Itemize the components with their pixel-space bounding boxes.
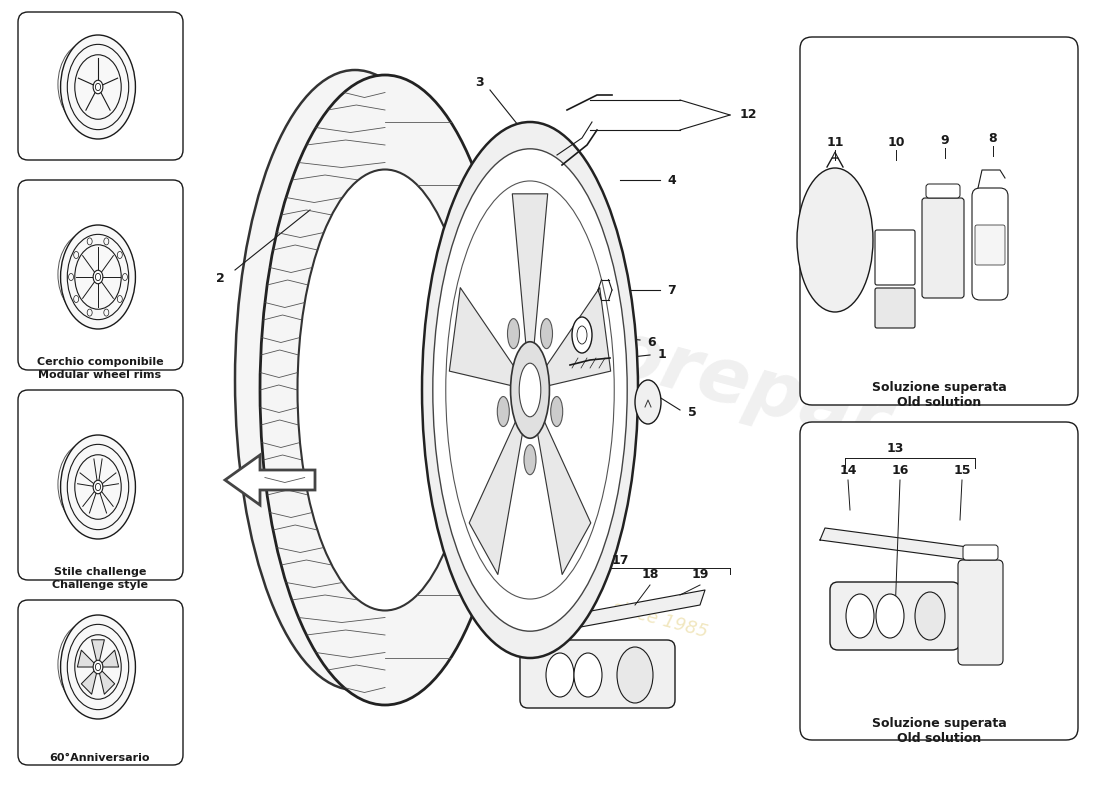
Polygon shape	[450, 288, 515, 386]
Ellipse shape	[546, 653, 574, 697]
FancyBboxPatch shape	[520, 640, 675, 708]
Polygon shape	[77, 650, 95, 667]
Text: 3: 3	[475, 75, 484, 89]
FancyBboxPatch shape	[874, 288, 915, 328]
Text: 8: 8	[989, 131, 998, 145]
FancyBboxPatch shape	[800, 422, 1078, 740]
FancyBboxPatch shape	[830, 582, 960, 650]
FancyBboxPatch shape	[922, 198, 964, 298]
Text: Old solution: Old solution	[896, 395, 981, 409]
Polygon shape	[820, 528, 975, 560]
Ellipse shape	[617, 647, 653, 703]
Text: Soluzione superata: Soluzione superata	[871, 718, 1006, 730]
Text: 19: 19	[691, 569, 708, 582]
Ellipse shape	[497, 397, 509, 426]
Polygon shape	[99, 670, 114, 694]
Text: 18: 18	[641, 569, 659, 582]
Polygon shape	[544, 288, 610, 386]
Text: 12: 12	[739, 109, 757, 122]
Polygon shape	[510, 590, 705, 640]
Text: Cerchio componibile: Cerchio componibile	[36, 357, 163, 367]
Polygon shape	[537, 418, 591, 574]
Text: 16: 16	[891, 463, 909, 477]
Text: 6: 6	[648, 335, 657, 349]
Ellipse shape	[297, 170, 473, 610]
Text: 17: 17	[612, 554, 629, 566]
Text: 1: 1	[658, 349, 667, 362]
Ellipse shape	[510, 342, 549, 438]
FancyBboxPatch shape	[972, 188, 1008, 300]
Ellipse shape	[846, 594, 874, 638]
Text: Soluzione superata: Soluzione superata	[871, 382, 1006, 394]
Ellipse shape	[94, 660, 103, 674]
Text: 11: 11	[826, 135, 844, 149]
FancyBboxPatch shape	[18, 12, 183, 160]
Ellipse shape	[524, 445, 536, 474]
Ellipse shape	[94, 270, 103, 284]
Text: Challenge style: Challenge style	[52, 580, 148, 590]
Ellipse shape	[540, 318, 552, 349]
Ellipse shape	[798, 168, 873, 312]
Ellipse shape	[60, 435, 135, 539]
FancyBboxPatch shape	[800, 37, 1078, 405]
Text: a passion fo: a passion fo	[469, 440, 612, 500]
Text: Stile challenge: Stile challenge	[54, 567, 146, 577]
FancyBboxPatch shape	[958, 560, 1003, 665]
Text: 4: 4	[668, 174, 676, 186]
Text: 5: 5	[688, 406, 696, 418]
Text: 15: 15	[954, 463, 970, 477]
Ellipse shape	[60, 225, 135, 329]
Ellipse shape	[268, 157, 441, 603]
Ellipse shape	[235, 70, 475, 690]
Text: 7: 7	[668, 283, 676, 297]
Ellipse shape	[876, 594, 904, 638]
Text: Old solution: Old solution	[896, 731, 981, 745]
Ellipse shape	[432, 149, 627, 631]
Ellipse shape	[551, 397, 563, 426]
Text: 13: 13	[887, 442, 904, 454]
Ellipse shape	[260, 75, 510, 705]
Text: 60°Anniversario: 60°Anniversario	[50, 753, 151, 763]
Ellipse shape	[519, 363, 541, 417]
Ellipse shape	[94, 80, 103, 94]
Polygon shape	[513, 194, 548, 348]
Ellipse shape	[915, 592, 945, 640]
Polygon shape	[470, 418, 524, 574]
FancyBboxPatch shape	[962, 545, 998, 560]
FancyBboxPatch shape	[18, 180, 183, 370]
Ellipse shape	[635, 380, 661, 424]
FancyBboxPatch shape	[18, 600, 183, 765]
Text: 9: 9	[940, 134, 949, 146]
FancyBboxPatch shape	[874, 230, 915, 285]
Ellipse shape	[94, 480, 103, 494]
Polygon shape	[101, 650, 119, 667]
Ellipse shape	[572, 317, 592, 353]
FancyBboxPatch shape	[975, 225, 1005, 265]
Text: eurorepar: eurorepar	[463, 278, 896, 462]
FancyBboxPatch shape	[926, 184, 960, 198]
Text: since 1985: since 1985	[610, 598, 710, 642]
Polygon shape	[226, 455, 315, 505]
Polygon shape	[81, 670, 97, 694]
Ellipse shape	[422, 122, 638, 658]
Text: Modular wheel rims: Modular wheel rims	[39, 370, 162, 380]
Ellipse shape	[60, 615, 135, 719]
Ellipse shape	[574, 653, 602, 697]
Text: 14: 14	[839, 463, 857, 477]
Ellipse shape	[60, 35, 135, 139]
FancyBboxPatch shape	[18, 390, 183, 580]
Polygon shape	[91, 640, 104, 662]
Ellipse shape	[507, 318, 519, 349]
Text: 2: 2	[216, 271, 224, 285]
Text: 10: 10	[888, 135, 904, 149]
Ellipse shape	[446, 181, 614, 599]
